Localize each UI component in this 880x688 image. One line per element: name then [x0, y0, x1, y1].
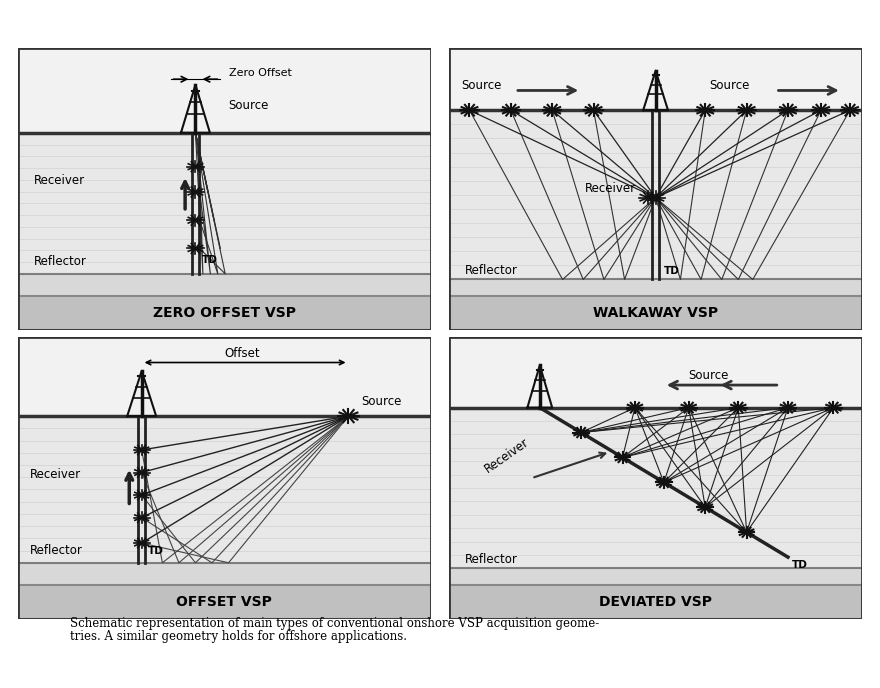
Bar — [449, 568, 862, 585]
Text: TD: TD — [202, 255, 217, 265]
Text: Schematic representation of main types of conventional onshore VSP acquisition g: Schematic representation of main types o… — [70, 616, 599, 630]
Bar — [18, 133, 431, 274]
Text: TD: TD — [148, 546, 164, 557]
Text: Reflector: Reflector — [30, 544, 83, 557]
Bar — [18, 297, 431, 330]
Bar — [449, 110, 862, 279]
Text: Receiver: Receiver — [585, 182, 636, 195]
Text: WALKAWAY VSP: WALKAWAY VSP — [593, 306, 718, 321]
Bar — [449, 407, 862, 568]
Text: OFFSET VSP: OFFSET VSP — [177, 595, 272, 610]
Text: Zero Offset: Zero Offset — [229, 68, 291, 78]
Bar — [18, 274, 431, 297]
Bar — [449, 297, 862, 330]
Text: Receiver: Receiver — [30, 468, 81, 481]
Text: Receiver: Receiver — [34, 173, 85, 186]
Bar — [18, 337, 431, 416]
Text: TD: TD — [792, 561, 808, 570]
Bar — [449, 48, 862, 110]
Text: Source: Source — [689, 369, 729, 383]
Text: Source: Source — [461, 79, 502, 92]
Bar — [18, 585, 431, 619]
Bar — [18, 563, 431, 585]
Bar — [449, 585, 862, 619]
Text: Source: Source — [709, 79, 750, 92]
Text: Reflector: Reflector — [34, 255, 87, 268]
Text: Reflector: Reflector — [466, 264, 518, 277]
Text: Reflector: Reflector — [466, 552, 518, 566]
Text: Offset: Offset — [224, 347, 260, 360]
Bar — [449, 337, 862, 407]
Bar — [449, 279, 862, 297]
Text: Receiver: Receiver — [482, 436, 532, 475]
Text: ZERO OFFSET VSP: ZERO OFFSET VSP — [153, 306, 296, 321]
Bar — [18, 416, 431, 563]
Text: DEVIATED VSP: DEVIATED VSP — [599, 595, 712, 610]
Bar — [18, 48, 431, 133]
Text: Source: Source — [361, 395, 401, 408]
Text: TD: TD — [664, 266, 679, 276]
Text: tries. A similar geometry holds for offshore applications.: tries. A similar geometry holds for offs… — [70, 630, 407, 643]
Text: Source: Source — [229, 99, 269, 112]
